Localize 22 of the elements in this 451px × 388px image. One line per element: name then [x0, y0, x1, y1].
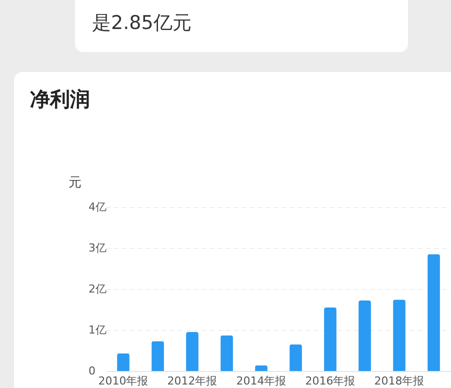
- bar: [324, 307, 336, 371]
- x-tick-label: 2014年报: [236, 374, 286, 388]
- y-tick-label: 1亿: [88, 324, 106, 336]
- bar: [186, 332, 198, 371]
- y-tick-label: 2亿: [88, 282, 106, 296]
- chart-title: 净利润: [30, 87, 90, 111]
- bar: [393, 300, 406, 371]
- bar: [220, 335, 233, 371]
- bar: [358, 300, 371, 371]
- bar: [117, 353, 130, 371]
- x-tick-label: 2012年报: [167, 374, 218, 388]
- y-tick-label: 0: [88, 364, 96, 378]
- bar: [428, 254, 440, 371]
- x-tick-label: 2010年报: [98, 374, 148, 388]
- y-tick-label: 4亿: [88, 200, 106, 214]
- y-tick-label: 3亿: [88, 242, 106, 254]
- bar: [152, 341, 164, 371]
- text: 是2.85亿元: [75, 0, 408, 52]
- bar: [290, 344, 302, 371]
- y-axis-title: 元: [68, 176, 82, 190]
- x-tick-label: 2018年报: [374, 374, 424, 388]
- x-tick-label: 2016年报: [305, 374, 356, 388]
